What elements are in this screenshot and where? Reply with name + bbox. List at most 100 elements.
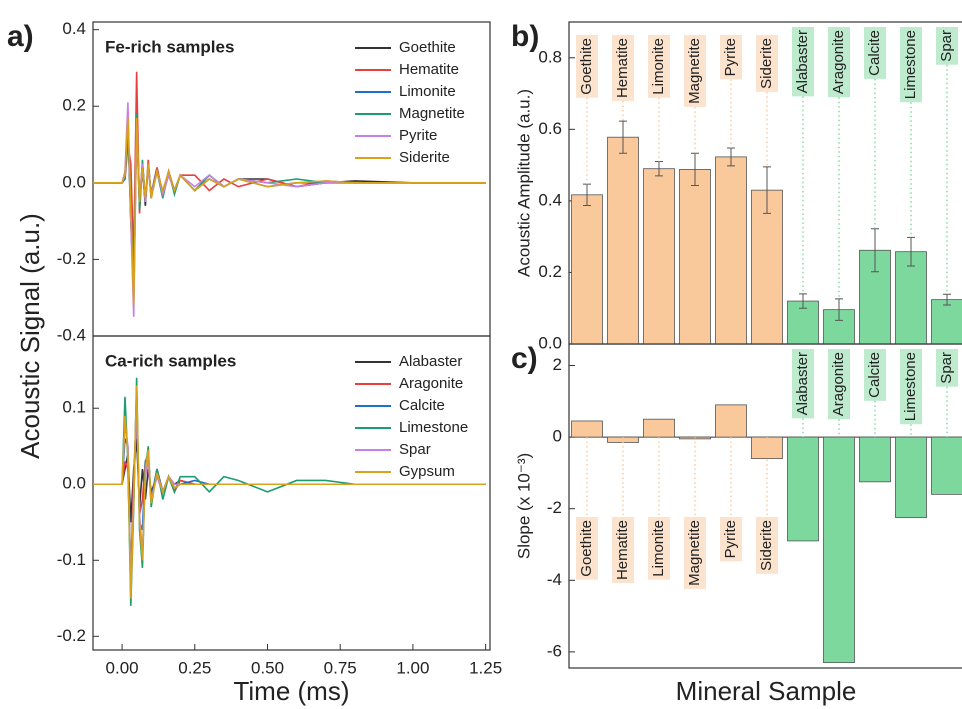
legend-label: Goethite xyxy=(399,39,456,56)
y-tick-label: -0.1 xyxy=(57,550,86,569)
category-label-box xyxy=(864,349,886,401)
panel-label: c) xyxy=(511,342,538,375)
error-bar xyxy=(871,228,879,273)
bar xyxy=(895,436,927,519)
category-label-group: Limonite xyxy=(648,517,670,580)
legend-label: Magnetite xyxy=(399,105,465,122)
legend-label: Aragonite xyxy=(399,375,463,392)
y-tick-label: -0.2 xyxy=(57,249,86,268)
category-label-box xyxy=(720,517,742,562)
y-tick-label: 0.2 xyxy=(538,262,562,281)
error-bar xyxy=(727,147,735,167)
panel-label: b) xyxy=(511,20,539,53)
category-label-group: Pyrite xyxy=(720,35,742,80)
error-bar xyxy=(619,120,627,154)
category-label: Siderite xyxy=(758,520,775,571)
category-label-box xyxy=(648,35,670,98)
plot-frame xyxy=(568,343,962,669)
error-bar xyxy=(835,298,843,321)
category-label-group: Siderite xyxy=(756,35,778,92)
bar xyxy=(643,168,675,345)
category-label-group: Calcite xyxy=(864,27,886,79)
plot-frame xyxy=(92,335,491,651)
category-label-box xyxy=(792,27,814,97)
y-tick-label: 0.2 xyxy=(62,96,86,115)
category-label-group: Alabaster xyxy=(792,27,814,97)
category-label: Limestone xyxy=(902,352,919,421)
category-label-group: Aragonite xyxy=(828,27,850,98)
category-label-box xyxy=(864,27,886,79)
category-label-box xyxy=(612,517,634,584)
y-tick-label: -0.4 xyxy=(57,325,86,344)
category-label-group: Spar xyxy=(936,349,958,387)
x-tick-label: 0.25 xyxy=(178,658,211,677)
y-tick-label: -2 xyxy=(547,498,562,517)
y-tick-label: -6 xyxy=(547,641,562,660)
category-label-box xyxy=(576,35,598,98)
category-label-box xyxy=(900,27,922,103)
category-label: Hematite xyxy=(614,38,631,98)
category-label-box xyxy=(936,349,958,387)
x-tick-label: 1.00 xyxy=(396,658,429,677)
legend-label: Calcite xyxy=(399,397,445,414)
category-label: Calcite xyxy=(866,352,883,398)
category-label: Pyrite xyxy=(722,38,739,76)
error-bar xyxy=(799,293,807,309)
y-tick-label: -0.2 xyxy=(57,626,86,645)
legend-label: Gypsum xyxy=(399,463,455,480)
signal-line xyxy=(93,385,486,599)
bar xyxy=(715,404,747,438)
x-tick-label: 0.50 xyxy=(251,658,284,677)
category-label-box xyxy=(684,517,706,589)
x-tick-label: 1.25 xyxy=(469,658,502,677)
bar xyxy=(931,436,962,495)
y-tick-label: 0.1 xyxy=(62,398,86,417)
category-label: Alabaster xyxy=(794,30,811,93)
category-label-box xyxy=(900,349,922,425)
bar xyxy=(751,189,783,345)
category-label: Siderite xyxy=(758,38,775,89)
y-tick-label: 0.4 xyxy=(62,19,86,38)
bar xyxy=(571,194,603,345)
category-label: Spar xyxy=(938,30,955,62)
y-tick-label: 0.0 xyxy=(538,333,562,352)
category-label-group: Alabaster xyxy=(792,349,814,419)
bar xyxy=(787,436,819,542)
category-label: Aragonite xyxy=(830,352,847,416)
error-bar xyxy=(763,166,771,214)
legend-label: Limonite xyxy=(399,83,456,100)
y-tick-label: 0 xyxy=(553,427,562,446)
category-label-box xyxy=(756,517,778,574)
category-label-group: Limestone xyxy=(900,27,922,103)
category-label-group: Limestone xyxy=(900,349,922,425)
category-label-group: Spar xyxy=(936,27,958,65)
y-tick-label: 0.0 xyxy=(62,474,86,493)
bar xyxy=(715,156,747,345)
category-label-box xyxy=(828,27,850,98)
category-label: Magnetite xyxy=(686,520,703,586)
category-label: Magnetite xyxy=(686,38,703,104)
legend-label: Hematite xyxy=(399,61,459,78)
category-label: Goethite xyxy=(578,38,595,95)
category-label: Hematite xyxy=(614,520,631,580)
y-tick-label: 0.8 xyxy=(538,47,562,66)
category-label: Goethite xyxy=(578,520,595,577)
y-tick-label: -4 xyxy=(547,570,562,589)
bar xyxy=(859,436,891,483)
bar xyxy=(679,169,711,345)
x-tick-label: 0.75 xyxy=(324,658,357,677)
category-label-group: Aragonite xyxy=(828,349,850,420)
y-tick-label: 2 xyxy=(553,355,562,374)
category-label-group: Limonite xyxy=(648,35,670,98)
bar xyxy=(931,299,962,345)
legend-label: Alabaster xyxy=(399,353,462,370)
category-label: Limestone xyxy=(902,30,919,99)
category-label-group: Hematite xyxy=(612,517,634,584)
category-label-box xyxy=(792,349,814,419)
signal-line xyxy=(93,117,486,306)
x-axis-label: Mineral Sample xyxy=(676,676,857,706)
category-label-box xyxy=(720,35,742,80)
legend-label: Siderite xyxy=(399,149,450,166)
category-label-group: Hematite xyxy=(612,35,634,102)
